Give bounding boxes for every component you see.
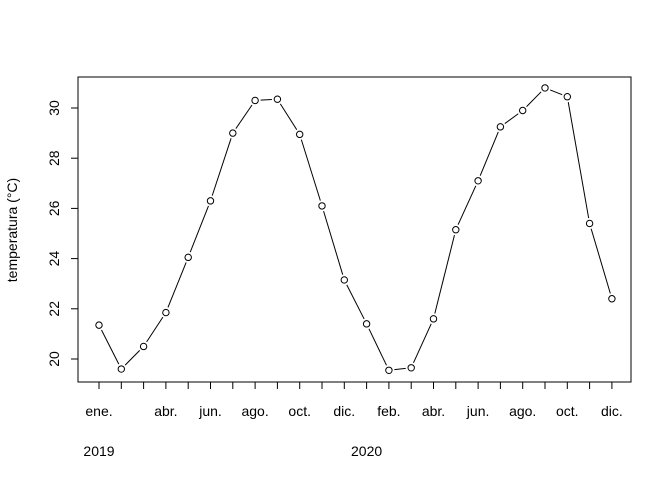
series-line-segment: [235, 104, 253, 129]
series-line-segment: [211, 138, 232, 196]
x-tick-label: ago.: [241, 403, 268, 419]
data-point: [563, 93, 571, 101]
x-tick-label: jun.: [198, 403, 222, 419]
series-line-segment: [260, 99, 272, 101]
series-line-segment: [549, 89, 563, 96]
x-tick-label: abr.: [154, 403, 177, 419]
x-tick-label: abr.: [422, 403, 445, 419]
data-point: [229, 129, 237, 137]
x-tick-label: feb.: [377, 403, 400, 419]
series-line-segment: [279, 103, 298, 130]
data-point: [162, 308, 170, 317]
data-point: [340, 276, 348, 284]
x-tick-label: ene.: [85, 403, 112, 419]
y-tick-label: 28: [46, 150, 62, 166]
x-tick-label: oct.: [556, 403, 579, 419]
series-line-segment: [323, 211, 344, 275]
series-line-segment: [300, 139, 321, 201]
data-point: [362, 320, 371, 328]
plot-box: [77, 76, 632, 383]
y-tick-label: 26: [46, 200, 62, 216]
data-point: [273, 95, 282, 103]
series-line-segment: [368, 328, 387, 366]
data-point: [608, 295, 616, 303]
series: [95, 84, 616, 374]
data-point: [251, 96, 259, 105]
data-point: [95, 321, 103, 329]
series-line-segment: [413, 323, 432, 363]
data-point: [474, 177, 482, 185]
data-point: [541, 84, 549, 92]
data-point: [496, 123, 505, 131]
data-point: [585, 219, 594, 228]
y-axis-title: temperatura (°C): [4, 178, 20, 282]
x-tick-label: dic.: [601, 403, 623, 419]
series-line-segment: [189, 205, 209, 253]
data-point: [117, 365, 126, 373]
series-group: [95, 84, 616, 374]
y-axis: 20 22 24 26 28 30: [46, 100, 79, 367]
series-line-segment: [504, 113, 519, 124]
y-tick-label: 22: [46, 301, 62, 317]
data-point: [296, 130, 304, 139]
series-line-segment: [124, 350, 141, 366]
x-tick-label: ago.: [509, 403, 536, 419]
series-line-segment: [479, 131, 499, 176]
series-line-segment: [167, 262, 187, 308]
series-line-segment: [146, 316, 164, 343]
series-line-segment: [101, 329, 120, 365]
series-line-segment: [457, 185, 477, 225]
data-point: [429, 315, 438, 323]
y-tick-label: 20: [46, 351, 62, 367]
data-point: [206, 197, 215, 205]
data-point: [139, 342, 148, 351]
series-line-segment: [567, 102, 590, 219]
data-point: [452, 226, 460, 234]
data-point: [519, 106, 527, 115]
x-axis: ene. abr. jun. ago. oct. dic. feb. abr. jun. ago.…: [83, 381, 623, 459]
data-point: [385, 366, 393, 374]
y-tick-label: 24: [46, 251, 62, 267]
series-line-segment: [346, 284, 365, 320]
x-tick-label: dic.: [333, 403, 355, 419]
year-label: 2019: [83, 443, 114, 459]
series-line-segment: [434, 234, 455, 314]
data-point: [407, 364, 415, 372]
data-point: [184, 253, 192, 262]
y-tick-label: 30: [46, 100, 62, 116]
data-point: [318, 202, 326, 210]
series-line-segment: [590, 228, 611, 294]
x-tick-label: oct.: [288, 403, 311, 419]
year-label: 2020: [351, 443, 382, 459]
series-line-segment: [394, 367, 406, 371]
series-line-segment: [526, 91, 542, 107]
x-tick-label: jun.: [466, 403, 490, 419]
